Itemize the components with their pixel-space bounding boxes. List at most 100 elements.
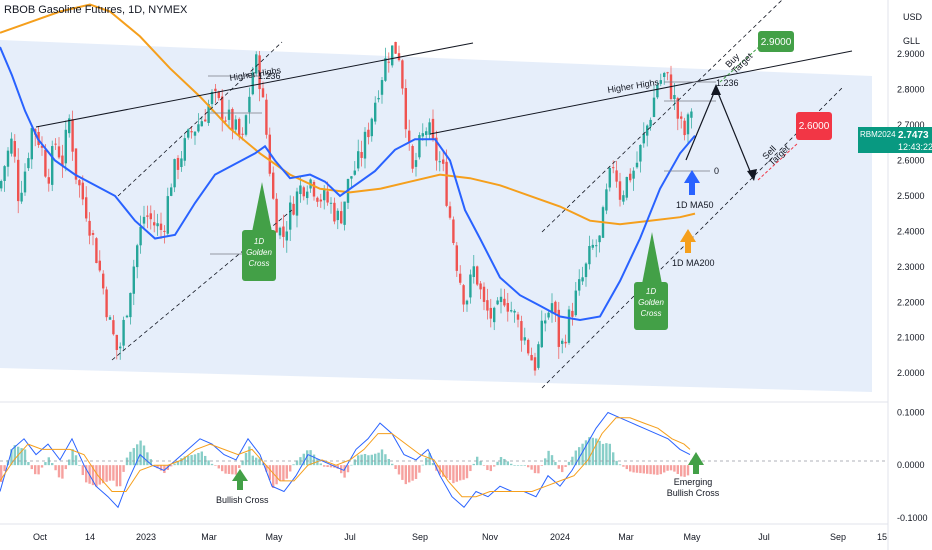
macd-bar xyxy=(112,465,115,481)
candle xyxy=(316,196,319,207)
candle xyxy=(414,152,418,177)
macd-bar xyxy=(421,464,424,466)
macd-bar xyxy=(462,465,465,480)
macd-bar xyxy=(370,454,373,466)
time-tick-label: 2024 xyxy=(550,532,570,542)
candle xyxy=(207,99,210,126)
macd-bar xyxy=(350,464,353,466)
macd-bar xyxy=(622,465,625,467)
candle xyxy=(659,73,662,87)
macd-bar xyxy=(438,465,441,475)
macd-bar xyxy=(159,465,163,471)
macd-bar xyxy=(425,457,428,466)
candle xyxy=(149,205,152,230)
time-tick-label: 15 xyxy=(877,532,887,542)
candle xyxy=(520,315,523,352)
macd-bar xyxy=(374,453,377,466)
candle xyxy=(23,163,27,196)
macd-bar xyxy=(329,465,333,468)
macd-bar xyxy=(102,465,105,484)
candle xyxy=(629,168,632,183)
macd-axis: 0.1000 0.0000 -0.1000 xyxy=(897,408,928,523)
candle xyxy=(442,150,445,172)
time-tick-label: Jul xyxy=(344,532,356,542)
macd-bar xyxy=(663,465,666,473)
macd-bar xyxy=(646,465,649,474)
candle xyxy=(183,133,186,166)
macd-bar xyxy=(472,463,475,466)
candle xyxy=(663,71,666,85)
candle xyxy=(652,85,656,118)
macd-bar xyxy=(608,443,611,466)
macd-bar xyxy=(27,462,30,466)
macd-bar xyxy=(680,465,683,477)
chart-title: RBOB Gasoline Futures, 1D, NYMEX xyxy=(4,4,188,16)
macd-bar xyxy=(669,465,673,471)
candle xyxy=(370,117,373,142)
time-tick-label: Nov xyxy=(482,532,499,542)
macd-bar xyxy=(10,449,13,466)
macd-bar xyxy=(574,450,577,466)
macd-bar xyxy=(561,465,564,473)
macd-bar xyxy=(57,465,61,478)
candle xyxy=(435,130,438,171)
macd-bar xyxy=(149,459,152,466)
macd-bar xyxy=(428,453,431,466)
candle xyxy=(374,96,377,125)
signal-line xyxy=(0,417,691,498)
candle xyxy=(673,83,676,110)
sell-target-line xyxy=(757,142,799,181)
candle xyxy=(132,259,135,306)
macd-bar xyxy=(391,463,394,466)
candle xyxy=(649,117,652,131)
macd-bar xyxy=(183,456,186,466)
macd-bar xyxy=(557,465,560,469)
candle xyxy=(272,166,275,200)
candle xyxy=(85,186,88,222)
candle xyxy=(54,138,57,150)
macd-bar xyxy=(652,465,656,475)
candle xyxy=(421,123,424,141)
candle xyxy=(397,45,401,62)
macd-bar xyxy=(452,465,455,484)
macd-bar xyxy=(85,465,88,483)
macd-bar xyxy=(268,465,271,480)
macd-bar xyxy=(489,465,492,472)
macd-bar xyxy=(285,465,288,479)
candle xyxy=(465,299,469,312)
candle xyxy=(581,266,584,286)
macd-tick-label: -0.1000 xyxy=(897,513,928,523)
macd-bar xyxy=(20,448,23,466)
macd-bar xyxy=(377,452,380,466)
macd-bar xyxy=(64,465,67,470)
candle xyxy=(153,210,156,233)
macd-bar xyxy=(282,465,285,481)
macd-bar xyxy=(309,450,312,466)
candle xyxy=(343,201,346,231)
unit-label[interactable]: GLL xyxy=(903,36,920,46)
macd-bar xyxy=(615,460,618,466)
candle xyxy=(221,89,224,132)
macd-bar xyxy=(17,446,20,466)
bullish-cross-label: Bullish Cross xyxy=(216,495,269,505)
macd-bar xyxy=(625,465,628,470)
macd-bar xyxy=(360,454,363,466)
candle xyxy=(244,114,248,137)
macd-bar xyxy=(40,465,44,468)
candles-group xyxy=(0,41,693,376)
price-tick-label: 2.5000 xyxy=(897,191,925,201)
macd-bar xyxy=(336,465,339,469)
macd-bar xyxy=(547,450,550,466)
candle xyxy=(425,127,428,147)
macd-bar xyxy=(37,465,40,475)
candle xyxy=(639,144,642,173)
candle xyxy=(486,288,489,320)
candle xyxy=(353,161,356,176)
macd-bar xyxy=(71,449,74,466)
candle xyxy=(452,216,455,246)
macd-bar xyxy=(394,465,397,470)
time-tick-label: Oct xyxy=(33,532,48,542)
currency-label[interactable]: USD xyxy=(903,12,923,22)
candle xyxy=(136,243,139,279)
macd-bar xyxy=(244,452,248,466)
